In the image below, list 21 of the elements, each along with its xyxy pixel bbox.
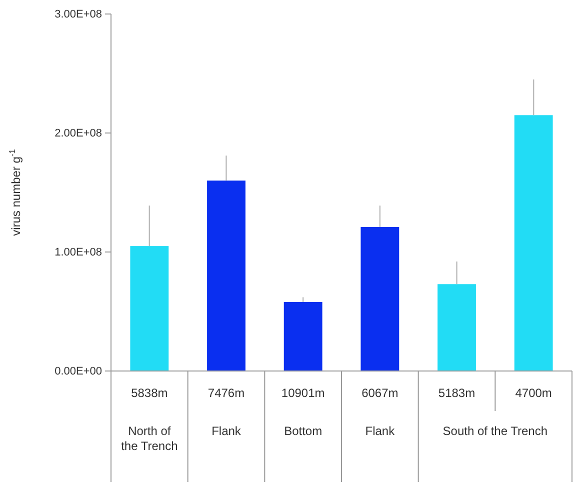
x-tick-label: 4700m [515, 386, 552, 400]
bar [360, 227, 400, 371]
bar [438, 284, 476, 371]
x-tick-label: 5183m [438, 386, 476, 400]
x-tick-label: 5838m [131, 386, 168, 400]
y-tick-label: 1.00E+08 [54, 246, 102, 259]
text: Bottom [284, 424, 322, 438]
text: North of the Trench [121, 424, 178, 453]
bar [284, 302, 322, 371]
x-tick-label: 6067m [362, 386, 398, 400]
text: South of the Trench [442, 424, 548, 438]
bar [207, 180, 246, 371]
bar [514, 115, 553, 371]
text: Flank [365, 424, 396, 438]
x-tick-label: 10901m [281, 386, 325, 400]
y-tick-label: 3.00E+08 [54, 8, 102, 21]
y-tick-label: 2.00E+08 [54, 128, 102, 140]
text: Flank [212, 424, 242, 438]
bar [130, 246, 169, 371]
x-tick-label: 7476m [208, 386, 245, 400]
y-tick-label: 0.00E+00 [54, 366, 102, 378]
